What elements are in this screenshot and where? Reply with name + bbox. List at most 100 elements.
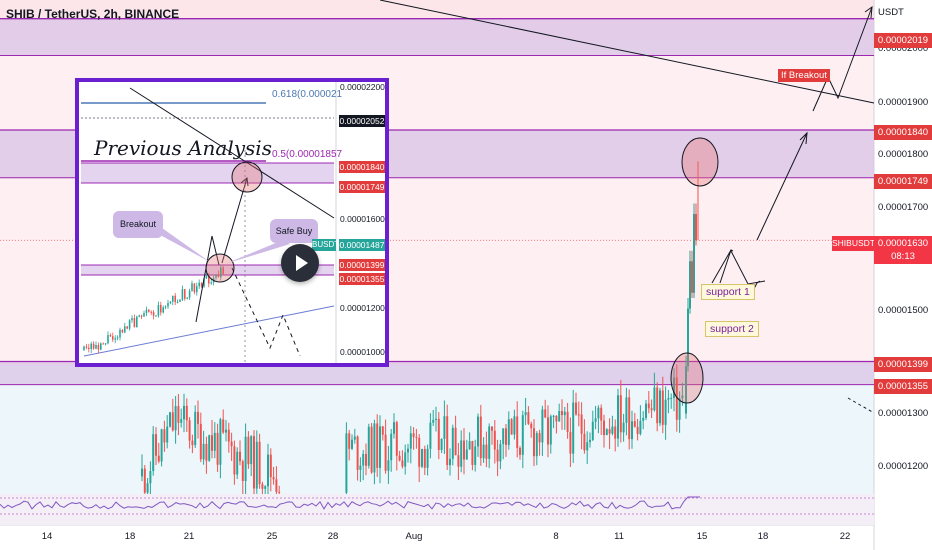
candle-body <box>687 308 689 367</box>
candle-body <box>261 484 264 489</box>
inset-candle-body <box>215 274 217 278</box>
inset-candle-body <box>97 345 100 350</box>
play-video-button[interactable] <box>281 244 319 282</box>
candle-body <box>233 446 236 475</box>
candle-body <box>395 422 398 456</box>
oscillator-background <box>0 494 874 525</box>
inset-candle-body <box>220 267 222 278</box>
candle-body <box>642 417 645 421</box>
price-tick: 0.00001300 <box>878 408 929 419</box>
candle-body <box>519 447 521 455</box>
candle-body <box>521 415 524 455</box>
candle-body <box>404 452 407 467</box>
candle-body <box>239 451 241 462</box>
candle-body <box>645 403 647 418</box>
candle-body <box>471 441 474 465</box>
inset-projection-dashed <box>231 267 301 357</box>
inset-bubble-pointer <box>162 228 210 262</box>
candle-body <box>549 416 552 445</box>
inset-candle-body <box>88 347 90 350</box>
inset-candle-body <box>164 306 167 308</box>
candle-body <box>605 429 608 436</box>
candle-body <box>527 412 530 424</box>
inset-candle-body <box>196 286 198 293</box>
inset-trendline <box>129 87 335 219</box>
candle-body <box>166 426 169 443</box>
candle-body <box>216 432 219 465</box>
price-tag: 0.00001355 <box>874 379 932 394</box>
candle-body <box>373 423 376 473</box>
inset-candle-body <box>107 335 109 344</box>
support-1-label: support 1 <box>701 284 755 300</box>
candle-body <box>563 411 566 416</box>
candle-body <box>418 437 421 467</box>
price-tick: 0.00001500 <box>878 305 929 316</box>
current-price: 0.00001630 <box>877 238 929 249</box>
inset-tick: 0.00002200 <box>340 82 385 92</box>
inset-candle-body <box>100 343 102 350</box>
time-label: 15 <box>696 531 708 542</box>
candle-body <box>412 433 415 438</box>
candle-body <box>157 455 160 462</box>
candle-body <box>622 422 625 433</box>
candle-body <box>345 433 348 493</box>
candle-body <box>199 423 202 460</box>
candle-body <box>376 423 379 468</box>
candle-body <box>449 458 451 466</box>
candle-body <box>213 432 216 451</box>
inset-candle-body <box>138 315 140 317</box>
candle-body <box>533 428 535 457</box>
time-label: 21 <box>183 531 195 542</box>
projection-line <box>812 6 873 112</box>
symbol-badge-label: SHIBUSDT <box>832 238 875 248</box>
inset-candle-body <box>112 336 114 340</box>
inset-candle-body <box>208 275 210 284</box>
candle-body <box>440 438 443 450</box>
inset-candle-body <box>114 338 116 340</box>
inset-candle-body <box>176 301 179 303</box>
price-tag: 0.00002019 <box>874 33 932 48</box>
candle-body <box>474 446 477 465</box>
candle-body <box>169 412 171 427</box>
inset-candle-body <box>148 309 150 312</box>
current-price-tag: 0.00001630 08:13 <box>874 236 932 264</box>
candle-body <box>180 419 183 423</box>
candle-body <box>222 419 225 433</box>
candle-body <box>693 214 695 293</box>
candle-body <box>177 406 180 423</box>
candle-body <box>569 431 572 454</box>
candle-body <box>636 426 639 434</box>
inset-zone-band <box>81 163 334 183</box>
candle-body <box>435 418 437 420</box>
inset-candle-body <box>181 289 184 300</box>
bar-countdown: 08:13 <box>891 251 915 262</box>
candle-body <box>174 406 177 431</box>
candle-body <box>558 411 561 422</box>
inset-tick: 0.00001000 <box>340 347 385 357</box>
candle-body <box>247 436 250 465</box>
inset-candle-body <box>126 326 128 329</box>
candle-body <box>393 422 395 434</box>
inset-candle-body <box>140 315 143 317</box>
inset-candle-body <box>200 282 203 287</box>
candle-body <box>219 419 222 465</box>
candle-body <box>510 419 513 435</box>
zone-band <box>0 361 874 385</box>
inset-zone-band <box>81 265 334 275</box>
candle-body <box>496 449 499 462</box>
candle-body <box>230 441 233 447</box>
candle-body <box>608 429 611 434</box>
candle-body <box>236 451 239 475</box>
price-tick: 0.00002000 <box>878 43 929 54</box>
time-label: 28 <box>327 531 339 542</box>
candle-body <box>653 387 656 411</box>
candle-body <box>583 433 586 451</box>
inset-candle-body <box>133 318 136 328</box>
candle-body <box>633 421 636 427</box>
candle-body <box>524 412 527 416</box>
candle-body <box>426 448 429 468</box>
time-label: 22 <box>839 531 851 542</box>
candle-body <box>591 421 594 440</box>
inset-fib-05: 0.5(0.00001857 <box>272 149 343 160</box>
